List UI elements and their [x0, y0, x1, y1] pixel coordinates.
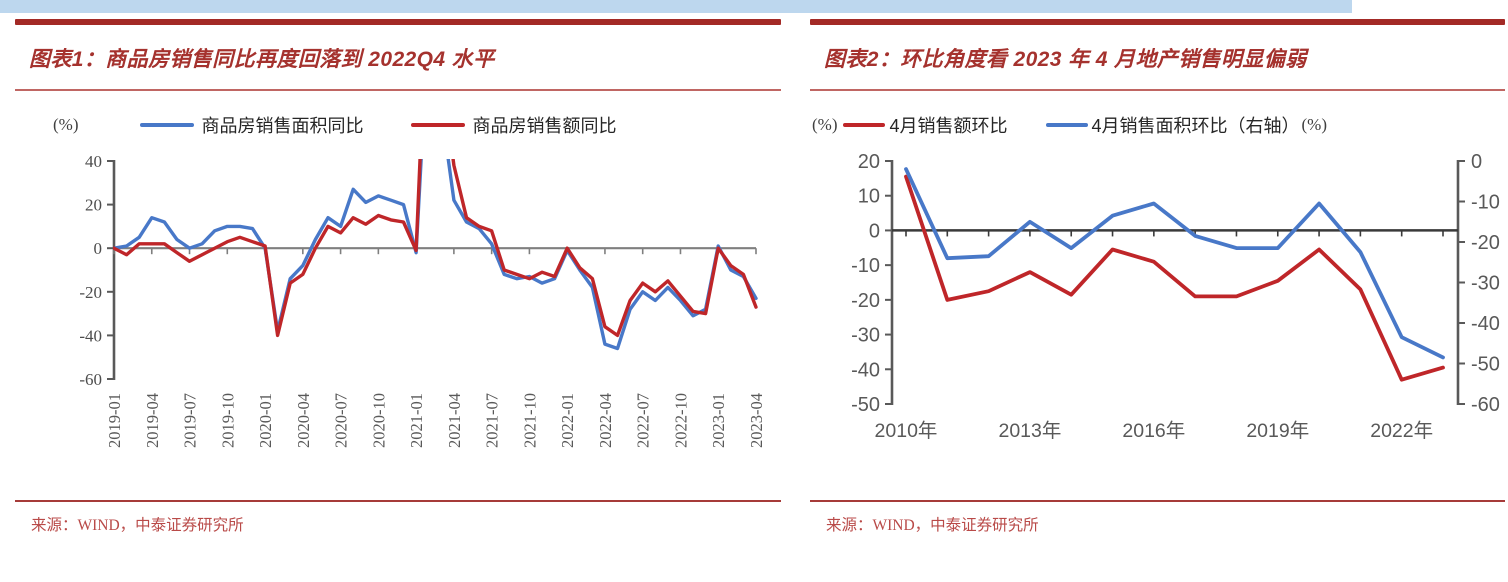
figure-2-source: 来源：WIND，中泰证券研究所 [826, 517, 1039, 534]
chart-2-left-unit-label: (%) [812, 115, 838, 134]
svg-text:0: 0 [869, 220, 880, 242]
svg-text:2020-10: 2020-10 [369, 393, 388, 448]
x-axis: 2019-01 2019-04 2019-07 2019-10 2020-01 2020-… [105, 247, 766, 448]
svg-text:-30: -30 [851, 325, 880, 347]
svg-text:2021-10: 2021-10 [520, 393, 539, 448]
legend-line-red [411, 122, 466, 128]
svg-text:2013年: 2013年 [998, 420, 1061, 442]
svg-text:-10: -10 [1471, 192, 1500, 214]
figure-2-bottom-divider [810, 500, 1505, 502]
svg-text:2022-10: 2022-10 [671, 393, 690, 448]
svg-text:2020-07: 2020-07 [332, 393, 351, 448]
series-lines [113, 159, 758, 351]
svg-text:0: 0 [1471, 151, 1482, 173]
svg-text:-50: -50 [1471, 354, 1500, 376]
chart-1-unit-label: (%) [53, 115, 79, 134]
svg-text:2021-01: 2021-01 [407, 393, 426, 448]
panel-2-header-bar [810, 19, 1505, 25]
svg-text:2010年: 2010年 [875, 420, 938, 442]
svg-text:2019-07: 2019-07 [181, 393, 200, 448]
figure-panel-2: 图表2：环比角度看 2023 年 4 月地产销售明显偏弱 (%) 4月销售额环比… [810, 19, 1505, 535]
figure-panel-1: 图表1：商品房销售同比再度回落到 2022Q4 水平 (%) 商品房销售面积同比… [15, 19, 781, 535]
svg-text:-10: -10 [851, 255, 880, 277]
svg-text:2020-01: 2020-01 [256, 393, 275, 448]
figure-1-source: 来源：WIND，中泰证券研究所 [31, 517, 244, 534]
svg-text:2019-01: 2019-01 [105, 393, 124, 448]
svg-text:2019-04: 2019-04 [143, 393, 162, 448]
left-y-axis: 20 10 0 -10 -20 -30 -40 -50 [851, 151, 894, 416]
svg-text:2022-07: 2022-07 [634, 393, 653, 448]
x-axis: 2010年 2013年 2016年 2019年 2022年 [875, 229, 1458, 442]
y-axis: 40 20 0 -20 -40 -60 [79, 152, 116, 389]
svg-text:2023-01: 2023-01 [709, 393, 728, 448]
svg-text:0: 0 [94, 239, 103, 258]
legend-label-sales-value-yoy: 商品房销售额同比 [472, 116, 617, 136]
svg-text:2016年: 2016年 [1122, 420, 1185, 442]
right-y-axis: 0 -10 -20 -30 -40 -50 -60 [1456, 151, 1500, 416]
figure-2-title: 图表2：环比角度看 2023 年 4 月地产销售明显偏弱 [824, 48, 1307, 71]
svg-text:-20: -20 [851, 290, 880, 312]
chart-2-right-unit-label: (%) [1301, 115, 1327, 134]
series-line-0 [113, 159, 758, 351]
figure-1-title-divider [15, 89, 781, 91]
svg-text:2020-04: 2020-04 [294, 393, 313, 448]
page-top-banner [0, 0, 1352, 13]
legend-label-april-area-mom: 4月销售面积环比（右轴） [1091, 116, 1300, 136]
panel-1-header-bar [15, 19, 781, 25]
legend-line-blue [1045, 122, 1088, 128]
figure-1-bottom-divider [15, 500, 781, 502]
svg-text:-40: -40 [79, 326, 102, 345]
svg-text:-20: -20 [1471, 232, 1500, 254]
svg-text:-60: -60 [1471, 394, 1500, 416]
svg-text:-20: -20 [79, 283, 102, 302]
chart-1-wrap: 40 20 0 -20 -40 -60 2019-01 2019-04 2019-07 2019-… [19, 147, 781, 490]
figure-1-title: 图表1：商品房销售同比再度回落到 2022Q4 水平 [29, 48, 495, 71]
svg-text:-40: -40 [851, 359, 880, 381]
svg-text:20: 20 [85, 196, 102, 215]
legend-label-april-value-mom: 4月销售额环比 [889, 116, 1008, 136]
svg-text:2022年: 2022年 [1370, 420, 1433, 442]
svg-text:2019年: 2019年 [1246, 420, 1309, 442]
svg-text:40: 40 [85, 152, 102, 171]
svg-text:2021-04: 2021-04 [445, 393, 464, 448]
chart-2-legend: (%) 4月销售额环比 4月销售面积环比（右轴） (%) [812, 111, 1505, 139]
svg-text:-40: -40 [1471, 313, 1500, 335]
svg-text:-50: -50 [851, 394, 880, 416]
figure-2-title-divider [810, 89, 1505, 91]
svg-text:2019-10: 2019-10 [218, 393, 237, 448]
svg-text:10: 10 [858, 186, 880, 208]
legend-item-sales-area-yoy: 商品房销售面积同比 [140, 112, 363, 138]
series-line-0 [904, 174, 1445, 382]
legend-item-april-area-mom: 4月销售面积环比（右轴） [1045, 112, 1300, 138]
svg-text:2023-04: 2023-04 [747, 393, 766, 448]
chart-2-wrap: 20 10 0 -10 -20 -30 -40 -50 0 -10 -20 -30 -40 -50 -60 2… [810, 147, 1505, 490]
figure-panels: 图表1：商品房销售同比再度回落到 2022Q4 水平 (%) 商品房销售面积同比… [15, 19, 1505, 535]
svg-text:20: 20 [858, 151, 880, 173]
series-line-1 [113, 159, 758, 338]
legend-item-sales-value-yoy: 商品房销售额同比 [411, 112, 616, 138]
series-line-1 [904, 167, 1445, 360]
svg-text:-30: -30 [1471, 273, 1500, 295]
legend-line-red [843, 122, 886, 128]
series-lines [904, 167, 1445, 382]
svg-text:2021-07: 2021-07 [483, 393, 502, 448]
chart-1-legend: (%) 商品房销售面积同比 商品房销售额同比 [53, 111, 781, 139]
legend-line-blue [140, 122, 195, 128]
svg-text:-60: -60 [79, 370, 102, 389]
legend-label-sales-area-yoy: 商品房销售面积同比 [201, 116, 364, 136]
svg-text:2022-01: 2022-01 [558, 393, 577, 448]
legend-item-april-value-mom: 4月销售额环比 [843, 112, 1008, 138]
svg-text:2022-04: 2022-04 [596, 393, 615, 448]
chart-2-line-chart: 20 10 0 -10 -20 -30 -40 -50 0 -10 -20 -30 -40 -50 -60 2… [851, 151, 1500, 442]
